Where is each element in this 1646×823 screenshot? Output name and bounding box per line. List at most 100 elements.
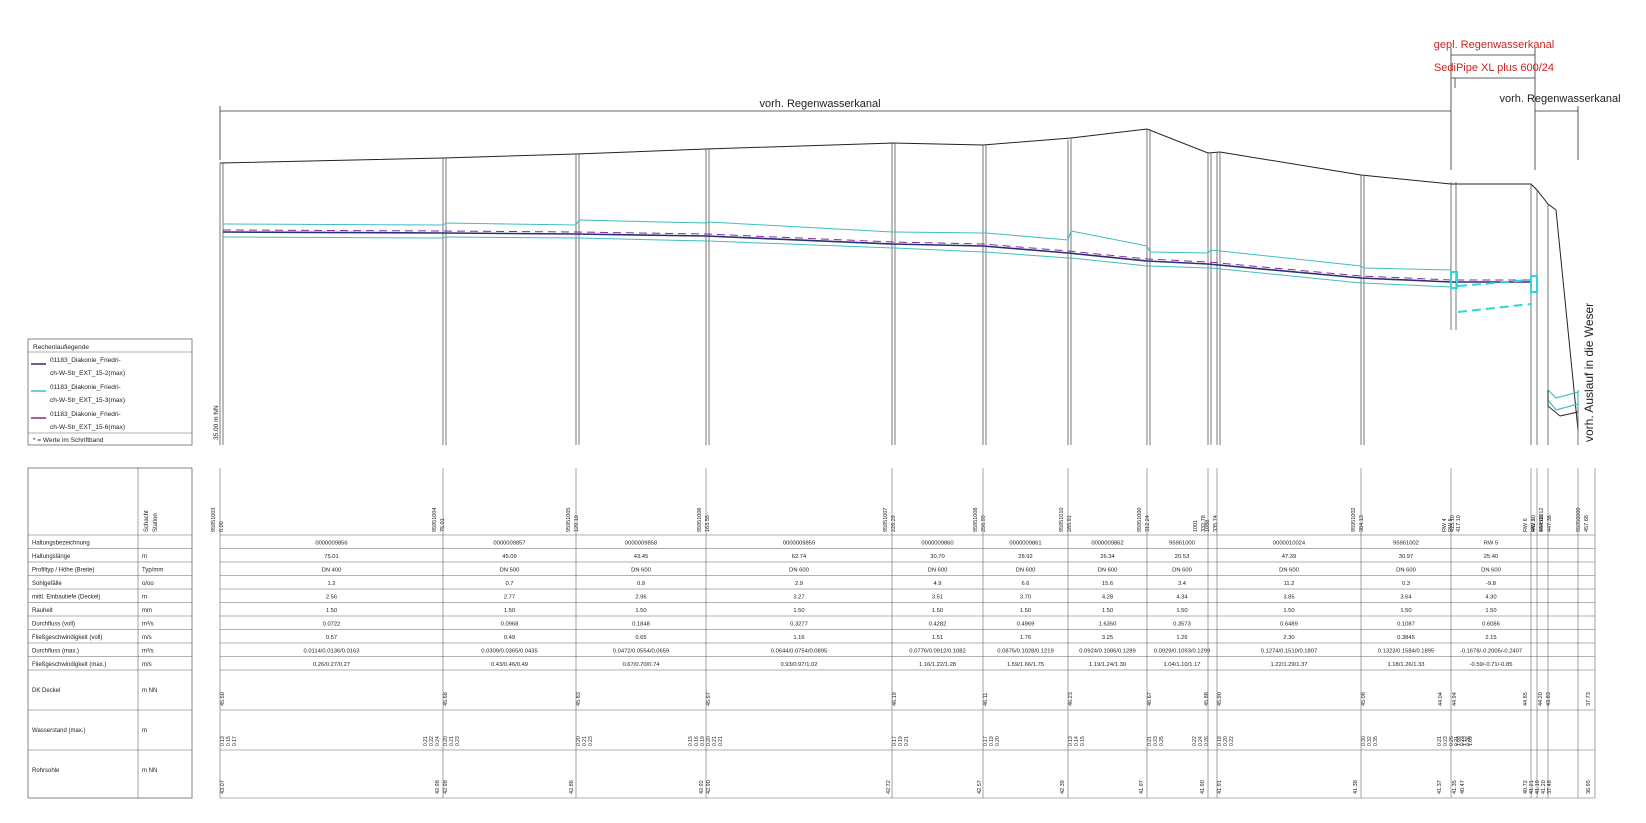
legend-note: * = Werte im Schriftband — [33, 437, 104, 444]
row-cell: 0.49 — [504, 635, 515, 641]
row-cell: 0.67/0.70/0.74 — [622, 662, 660, 668]
row-cell: DN 400 — [322, 568, 342, 574]
row-cell: 0.0924/0.1086/0.1289 — [1079, 649, 1135, 655]
row-cell: 25.40 — [1484, 554, 1499, 560]
dk-value: 44.94 — [1452, 692, 1458, 706]
row-cell: DN 600 — [1481, 568, 1501, 574]
water-value: 0.24 — [1198, 736, 1204, 746]
row-cell: 0000009858 — [625, 541, 657, 547]
invert-value: 41.91 — [1217, 780, 1223, 794]
water-value: 0.23 — [588, 736, 594, 746]
row-cell: -0.59/-0.71/-0.85 — [1470, 662, 1513, 668]
legend: Rechenlaufiegende 01183_Diakonie_Friedri… — [27, 338, 193, 446]
water-value: 1.08 — [1456, 736, 1462, 746]
row-cell: 43.45 — [634, 554, 649, 560]
water-value: 0.25 — [1449, 736, 1455, 746]
water-value: 0.19 — [989, 736, 995, 746]
shaft-id: 95951003 — [211, 508, 217, 532]
row-cell: 2.9 — [795, 581, 803, 587]
dk-value: 43.83 — [1546, 692, 1552, 706]
dk-value: 45.97 — [706, 692, 712, 706]
row-cell: 1.6350 — [1099, 622, 1117, 628]
water-value: 0.15 — [688, 736, 694, 746]
water-value: 0.20 — [995, 736, 1001, 746]
row-cell: 75.01 — [324, 554, 339, 560]
row-cell: 4.9 — [933, 581, 941, 587]
shaft-id: 95951008 — [973, 508, 979, 532]
row-cell: 0000009856 — [315, 541, 347, 547]
row-label: Durchfluss (voll) — [32, 622, 75, 628]
row-cell: 0.0644/0.0754/0.0895 — [771, 649, 827, 655]
invert-value: 41.97 — [1139, 780, 1145, 794]
dk-value: 46.67 — [1147, 692, 1153, 706]
dk-value: 46.19 — [892, 692, 898, 706]
row-cell: 6.6 — [1021, 581, 1029, 587]
row-cell: 0.0968 — [501, 622, 519, 628]
water-level-purple — [222, 229, 1531, 281]
invert-value: 42.92 — [699, 780, 705, 794]
row-cell: 0.0309/0.0365/0.0435 — [481, 649, 537, 655]
row-label: Rohrsohle — [32, 768, 60, 774]
row-cell: 3.70 — [1020, 595, 1031, 601]
label-outlet: vorh. Auslauf in die Weser — [1582, 303, 1596, 442]
shaft-station: 384.13 — [1359, 515, 1365, 532]
data-table: Schacht Station 95951003 0.00 95951004 75.01 9… — [27, 467, 1596, 799]
row-cell: 1.59/1.66/1.75 — [1007, 662, 1044, 668]
shaft-id: 95951004 — [432, 508, 438, 532]
dk-value: 45.66 — [443, 692, 449, 706]
invert-value: 37.48 — [1547, 780, 1553, 794]
row-cell: 2.15 — [1485, 635, 1496, 641]
invert-value: 42.86 — [569, 780, 575, 794]
water-value: 0.21 — [582, 736, 588, 746]
dk-value: 46.23 — [1068, 692, 1074, 706]
water-value: 0.13 — [220, 736, 226, 746]
dk-value: 45.50 — [220, 692, 226, 706]
row-cell: 1.51 — [932, 635, 943, 641]
invert-value: 43.07 — [220, 780, 226, 794]
invert-value: 42.39 — [1060, 780, 1066, 794]
row-unit: m³/s — [142, 649, 154, 655]
row-cell: 0.1087 — [1397, 622, 1415, 628]
row-cell: 1.50 — [932, 608, 943, 614]
row-cell: 1.50 — [1102, 608, 1113, 614]
row-cell: DN 600 — [1172, 568, 1192, 574]
row-cell: 0000010024 — [1273, 541, 1306, 547]
row-cell: 2.77 — [504, 595, 515, 601]
shaft-id: 95956000 — [1576, 508, 1582, 532]
invert-value: 41.37 — [1437, 780, 1443, 794]
row-cell: 1.50 — [1283, 608, 1294, 614]
row-cell: 0000009857 — [493, 541, 525, 547]
row-label: DK Deckel — [32, 688, 60, 694]
water-value: 0.20 — [576, 736, 582, 746]
table-frame-left — [27, 467, 193, 799]
water-value: 0.23 — [1443, 736, 1449, 746]
legend-item-1-line1: 01183_Diakonie_Friedri- — [50, 357, 121, 364]
label-existing-channel-right: vorh. Regenwasserkanal — [1499, 93, 1620, 105]
shaft-id: 95951006 — [697, 508, 703, 532]
row-unit: Typ/mm — [142, 568, 163, 574]
row-cell: 1.50 — [1485, 608, 1496, 614]
row-cell: 3.85 — [1283, 595, 1294, 601]
row-cell: 0.6086 — [1482, 622, 1500, 628]
shaft-id: 95951000 — [1137, 508, 1143, 532]
legend-item-1-line2: ch-W-Str_EXT_15-2(max) — [50, 370, 125, 377]
header-schacht: Schacht — [144, 510, 150, 532]
water-level-navy — [222, 231, 1531, 283]
shaft-station: 457.68 — [1584, 515, 1590, 532]
shaft-id: 95951007 — [883, 508, 889, 532]
row-cell: 26.34 — [1100, 554, 1115, 560]
row-cell: 1.50 — [635, 608, 646, 614]
invert-value: 42.90 — [706, 780, 712, 794]
dk-value: 45.08 — [1361, 692, 1367, 706]
water-value: 0.20 — [443, 736, 449, 746]
row-cell: 0.1323/0.1584/0.1895 — [1378, 649, 1434, 655]
row-cell: 30.70 — [930, 554, 945, 560]
invert-value: 42.98 — [435, 780, 441, 794]
water-value: 0.21 — [1147, 736, 1153, 746]
row-unit: m/s — [142, 662, 152, 668]
row-cell: 11.2 — [1284, 581, 1295, 587]
row-cell: 0.3573 — [1173, 622, 1191, 628]
row-cell: 15.6 — [1102, 581, 1113, 587]
row-cell: 2.30 — [1283, 635, 1294, 641]
